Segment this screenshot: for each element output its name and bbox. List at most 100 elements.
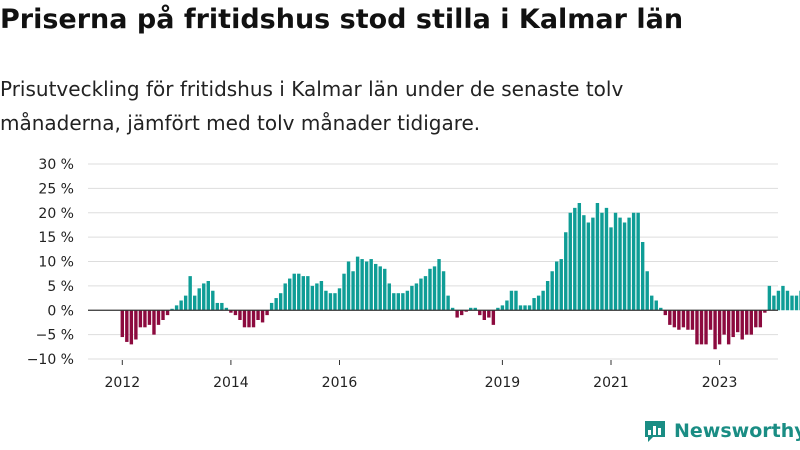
bar: [722, 310, 726, 335]
y-tick-label: −5 %: [36, 328, 74, 344]
bar: [459, 310, 464, 316]
x-tick-label: 2023: [702, 375, 738, 391]
bar: [645, 271, 649, 311]
bar: [731, 310, 735, 338]
bar: [636, 212, 640, 311]
bar: [278, 293, 283, 311]
bar: [496, 307, 500, 311]
y-tick-label: 20 %: [38, 206, 74, 222]
bar: [233, 310, 238, 316]
bar: [514, 290, 518, 311]
y-axis: −10 % −5 % 0 % 5 % 10 % 15 % 20 % 25 % 30 %: [27, 157, 74, 368]
bar: [143, 310, 147, 328]
bar: [346, 261, 351, 311]
bar: [283, 283, 287, 311]
bar: [423, 276, 428, 311]
bar: [704, 310, 708, 345]
bar: [794, 295, 799, 311]
bar: [686, 310, 690, 330]
bar: [650, 295, 654, 311]
bar: [469, 307, 473, 311]
y-tick-label: 0 %: [47, 303, 74, 319]
y-tick-label: 30 %: [38, 157, 74, 173]
chart-title: Priserna på fritidshus stod stilla i Kal…: [0, 4, 684, 35]
bar: [183, 295, 188, 311]
bar: [170, 308, 174, 311]
bar: [202, 283, 206, 311]
bar: [206, 281, 210, 311]
bar: [473, 307, 477, 311]
bar: [260, 310, 265, 323]
bar: [337, 288, 342, 311]
bar: [364, 261, 369, 311]
bar: [582, 215, 586, 311]
bar: [156, 310, 161, 325]
bar: [478, 310, 482, 316]
bar: [292, 273, 296, 311]
bar: [220, 302, 224, 311]
x-tick-label: 2019: [485, 375, 521, 391]
bar: [288, 278, 292, 311]
bar: [672, 310, 677, 328]
x-axis: 2012201420162019202120232025: [104, 360, 738, 391]
bar: [301, 276, 305, 311]
bar: [604, 207, 609, 311]
bar: [256, 310, 260, 320]
y-tick-label: 10 %: [38, 255, 74, 271]
bar: [736, 310, 740, 333]
y-tick-label: −10 %: [27, 352, 74, 368]
bar: [405, 290, 410, 311]
bar: [586, 222, 591, 311]
gridlines: [88, 163, 778, 360]
bar: [129, 310, 134, 345]
y-tick-label: 15 %: [38, 230, 74, 246]
bar: [491, 310, 496, 325]
bar: [618, 217, 622, 311]
bar: [595, 203, 600, 311]
bar: [310, 285, 315, 311]
bar: [197, 288, 201, 311]
bar: [505, 300, 509, 311]
bar: [487, 310, 491, 318]
bar: [758, 310, 763, 328]
x-tick-label: 2016: [322, 375, 358, 391]
bar: [193, 295, 197, 311]
bar: [699, 310, 704, 345]
bar: [654, 300, 658, 311]
x-tick-label: 2012: [104, 375, 140, 391]
bar: [763, 310, 767, 313]
bar: [355, 256, 360, 311]
bar: [482, 310, 486, 320]
bar: [319, 281, 324, 311]
bar: [437, 259, 441, 311]
bar: [441, 271, 446, 311]
bar: [677, 310, 681, 330]
bar: [120, 310, 124, 338]
bar: [251, 310, 256, 328]
bar: [247, 310, 251, 328]
bar: [767, 285, 772, 311]
bar: [315, 283, 319, 311]
bar: [695, 310, 699, 345]
newsworthy-logo[interactable]: Newsworthy: [643, 419, 800, 443]
x-tick-label: 2021: [593, 375, 629, 391]
chart-subtitle: Prisutveckling för fritidshus i Kalmar l…: [0, 77, 624, 135]
bar: [559, 259, 563, 311]
bar: [138, 310, 143, 328]
bar: [147, 310, 152, 325]
bar: [500, 305, 505, 311]
bar: [419, 278, 423, 311]
bar: [152, 310, 156, 335]
bar: [573, 207, 577, 311]
bar: [781, 285, 785, 311]
bar-chart: −10 % −5 % 0 % 5 % 10 % 15 % 20 % 25 % 30 % 2012…: [27, 157, 800, 391]
bar: [568, 212, 572, 311]
bar: [369, 259, 373, 311]
bar: [161, 310, 165, 320]
bar: [790, 295, 794, 311]
x-tick-label: 2014: [213, 375, 249, 391]
bar: [668, 310, 672, 325]
bar: [564, 232, 568, 311]
bar: [351, 271, 355, 311]
bar: [265, 310, 269, 316]
